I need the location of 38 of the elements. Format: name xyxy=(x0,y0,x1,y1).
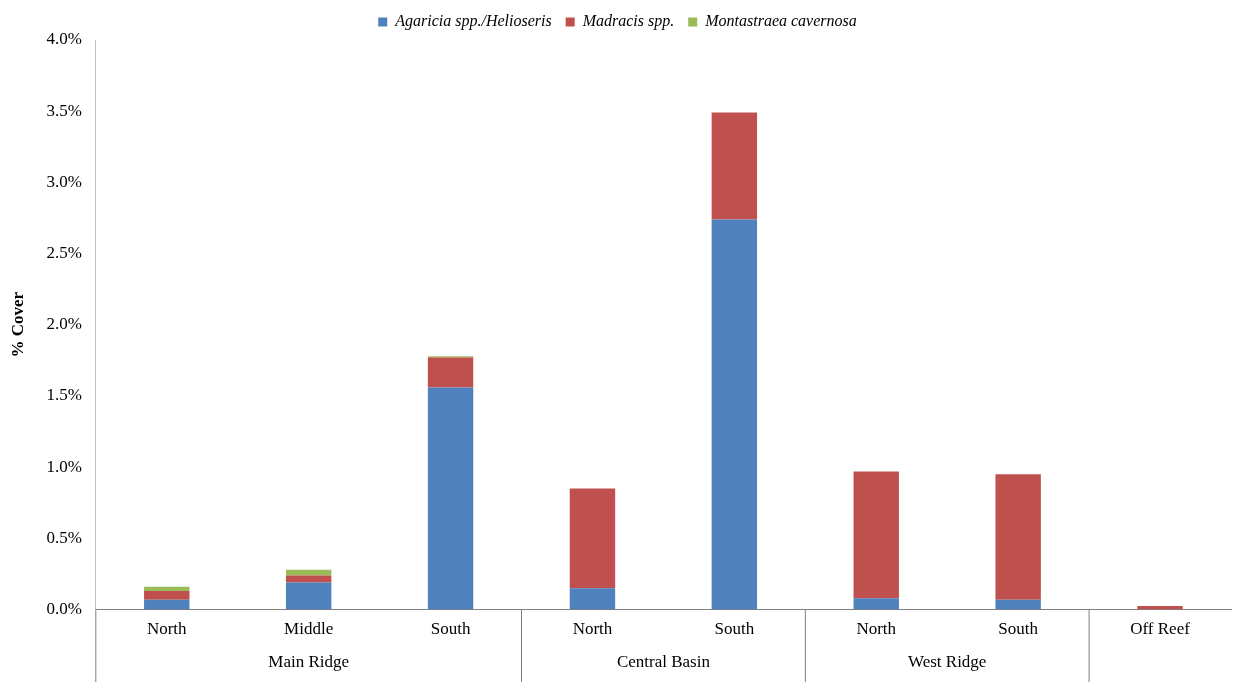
bar xyxy=(853,471,899,599)
text: West Ridge xyxy=(907,652,987,672)
bar xyxy=(853,598,899,610)
bar xyxy=(569,488,616,589)
bar xyxy=(285,582,332,610)
bar xyxy=(995,474,1041,600)
x-tick-label: Off Reef xyxy=(1130,619,1191,639)
bar xyxy=(569,588,616,610)
bar xyxy=(711,219,758,610)
bar xyxy=(427,387,474,610)
x-tick-label: North xyxy=(856,619,897,639)
legend-label: Montastraea cavernosa xyxy=(704,12,857,30)
bar xyxy=(144,591,190,600)
y-tick-label: 0.5% xyxy=(46,527,82,547)
x-tick-label: North xyxy=(146,619,188,639)
y-tick-label: 3.0% xyxy=(46,171,82,191)
y-tick-label: 3.5% xyxy=(46,100,82,120)
legend-label: Agaricia spp./Helioseris xyxy=(394,12,552,31)
text: Central Basin xyxy=(616,652,711,672)
bar xyxy=(144,586,190,592)
x-tick-label: South xyxy=(430,619,471,639)
bar xyxy=(285,575,332,583)
bar xyxy=(995,599,1041,610)
text: Main Ridge xyxy=(268,652,350,672)
y-tick-label: 2.0% xyxy=(46,314,82,334)
x-tick-label: South xyxy=(998,619,1039,639)
y-tick-label: 2.5% xyxy=(46,243,82,263)
bar xyxy=(711,112,758,220)
y-tick-label: 0.0% xyxy=(46,599,82,619)
y-axis-title: % Cover xyxy=(7,291,27,358)
y-tick-label: 1.0% xyxy=(46,456,82,476)
x-tick-label: North xyxy=(572,619,613,639)
x-tick-label: Middle xyxy=(284,619,334,639)
y-tick-label: 1.5% xyxy=(46,385,82,405)
bar xyxy=(427,357,474,388)
legend-label: Madracis spp. xyxy=(581,12,675,31)
y-tick-label: 4.0% xyxy=(46,29,82,49)
x-tick-label: South xyxy=(714,619,755,639)
